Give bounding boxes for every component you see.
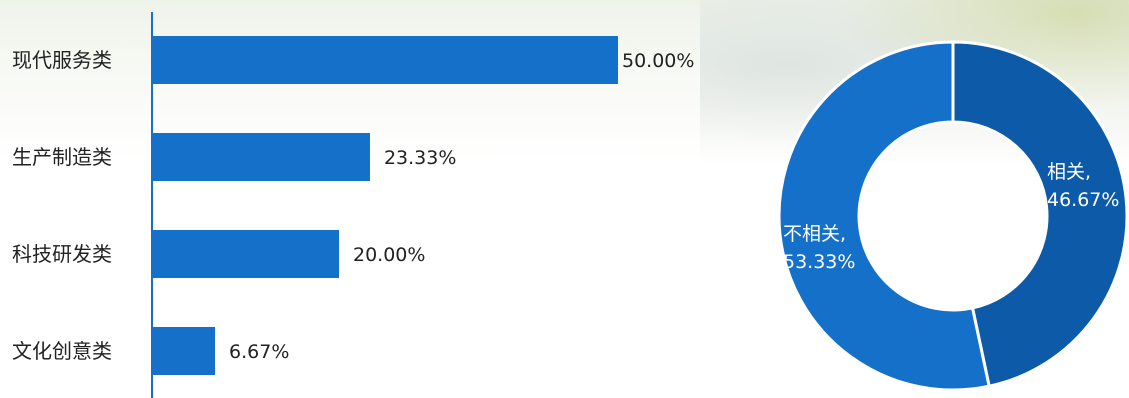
data-label: 50.00% — [622, 50, 694, 72]
slice-label: 相关, — [1047, 161, 1091, 183]
slice-value-label: 53.33% — [783, 251, 855, 273]
bar-chart: 现代服务类 50.00% 生产制造类 23.33% 科技研发类 20.00% 文化创意类 6.… — [12, 12, 694, 398]
slice-value-label: 46.67% — [1047, 189, 1119, 211]
slice-label: 不相关, — [783, 223, 846, 245]
bar — [153, 230, 339, 278]
donut-chart: 相关, 46.67% 不相关, 53.33% — [777, 40, 1129, 392]
data-label: 23.33% — [384, 147, 456, 169]
category-label: 生产制造类 — [12, 145, 112, 169]
category-label: 科技研发类 — [12, 242, 112, 266]
bar — [153, 327, 216, 375]
data-label: 20.00% — [353, 244, 425, 266]
data-label: 6.67% — [229, 341, 289, 363]
donut-slice — [777, 40, 991, 392]
category-label: 文化创意类 — [12, 339, 112, 363]
category-label: 现代服务类 — [12, 48, 112, 72]
donut-slice — [951, 40, 1129, 388]
bar — [153, 133, 370, 181]
bar — [153, 36, 618, 84]
